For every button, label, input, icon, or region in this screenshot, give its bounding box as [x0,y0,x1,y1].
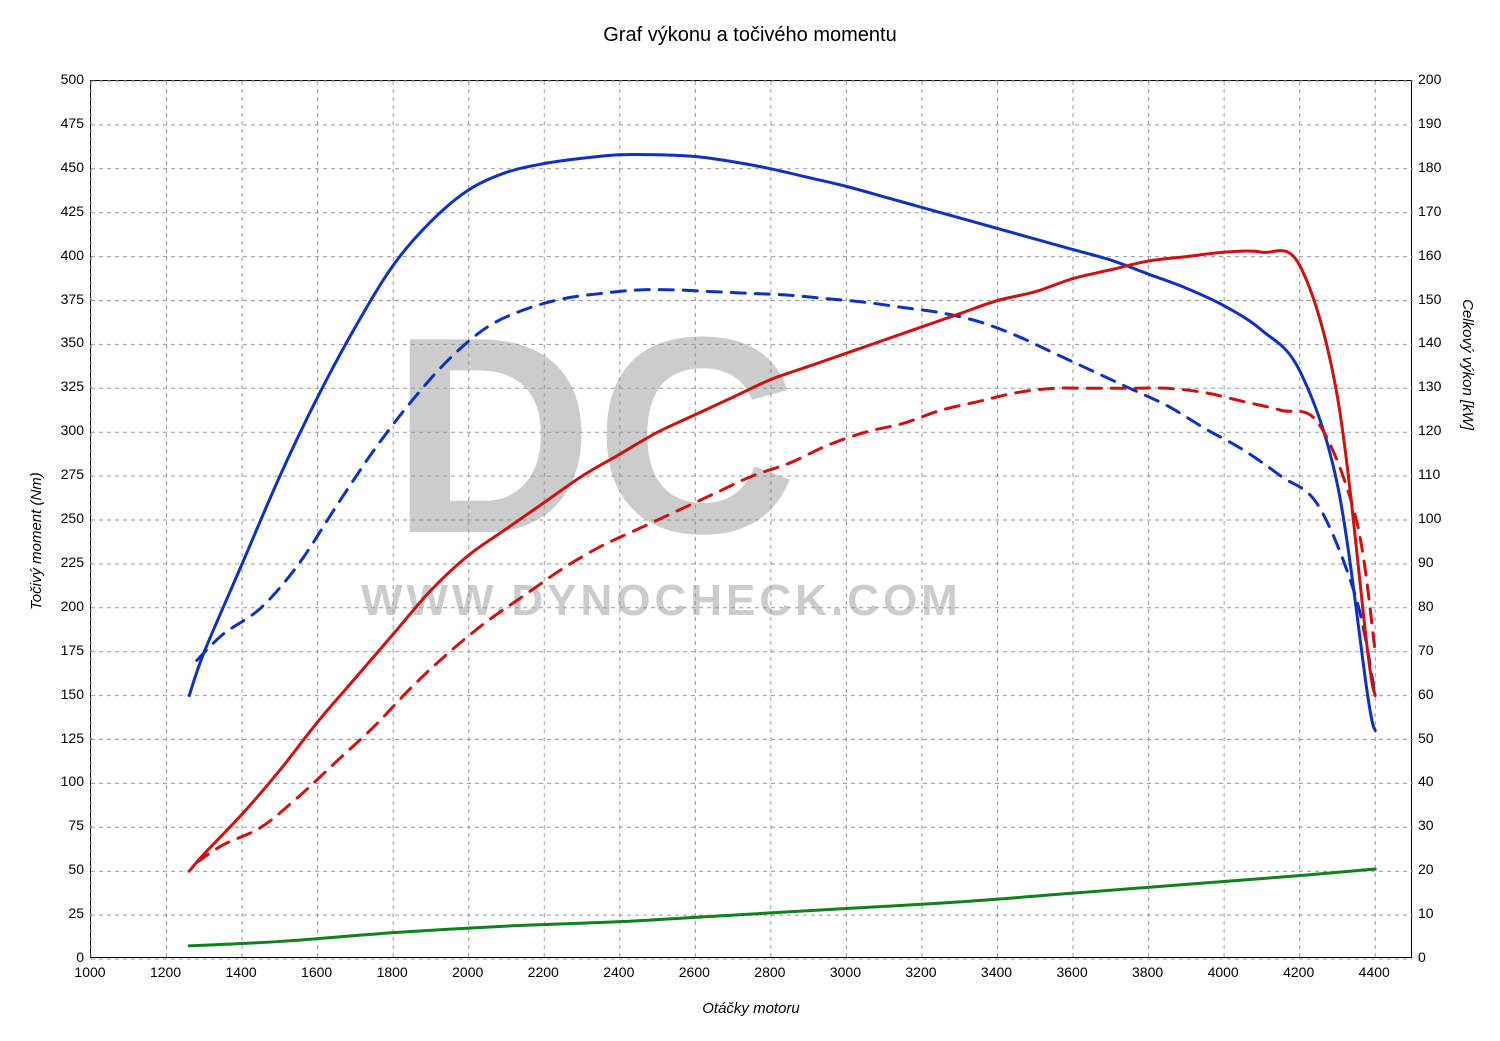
x-tick: 3600 [1054,964,1090,980]
y-left-tick: 25 [68,905,84,921]
y-left-tick: 125 [61,730,84,746]
y-right-tick: 100 [1418,510,1441,526]
y-right-tick: 170 [1418,203,1441,219]
x-tick: 2400 [601,964,637,980]
chart-title: Graf výkonu a točivého momentu [0,24,1500,47]
x-axis-label: Otáčky motoru [90,1000,1412,1017]
y-right-tick: 130 [1418,378,1441,394]
y-left-tick: 350 [61,334,84,350]
y-left-tick: 400 [61,247,84,263]
y-left-tick: 200 [61,598,84,614]
y-right-tick: 40 [1418,773,1434,789]
x-tick: 3000 [827,964,863,980]
x-tick: 1600 [299,964,335,980]
y-right-axis-label: Celkový výkon [kW] [1459,299,1476,430]
y-right-tick: 190 [1418,115,1441,131]
y-right-tick: 160 [1418,247,1441,263]
y-left-tick: 175 [61,642,84,658]
y-right-tick: 50 [1418,730,1434,746]
y-right-tick: 60 [1418,686,1434,702]
page: Graf výkonu a točivého momentu Točivý mo… [0,0,1500,1041]
y-left-tick: 500 [61,71,84,87]
y-right-tick: 30 [1418,817,1434,833]
y-left-tick: 250 [61,510,84,526]
x-tick: 4200 [1281,964,1317,980]
y-left-tick: 325 [61,378,84,394]
x-tick: 2200 [525,964,561,980]
y-right-tick: 90 [1418,554,1434,570]
x-tick: 1400 [223,964,259,980]
y-left-tick: 425 [61,203,84,219]
series-power_stock [197,388,1375,862]
y-right-tick: 140 [1418,334,1441,350]
x-tick: 2800 [752,964,788,980]
y-left-tick: 475 [61,115,84,131]
y-left-tick: 450 [61,159,84,175]
series-power_tuned [189,251,1375,872]
y-right-tick: 180 [1418,159,1441,175]
y-left-tick: 225 [61,554,84,570]
plot-area: DC WWW.DYNOCHECK.COM [90,80,1412,958]
series-torque_stock [197,290,1375,696]
y-left-tick: 375 [61,291,84,307]
y-right-tick: 10 [1418,905,1434,921]
x-tick: 1200 [148,964,184,980]
y-left-tick: 50 [68,861,84,877]
y-left-tick: 0 [76,949,84,965]
y-right-tick: 200 [1418,71,1441,87]
y-left-axis-label: Točivý moment (Nm) [28,472,45,610]
x-tick: 4400 [1356,964,1392,980]
y-left-tick: 100 [61,773,84,789]
plot-svg [91,81,1413,959]
x-tick: 3800 [1130,964,1166,980]
grid [91,81,1413,959]
x-tick: 2000 [450,964,486,980]
y-left-tick: 300 [61,422,84,438]
y-right-tick: 70 [1418,642,1434,658]
y-left-tick: 75 [68,817,84,833]
y-right-tick: 0 [1418,949,1426,965]
x-tick: 4000 [1205,964,1241,980]
y-right-tick: 80 [1418,598,1434,614]
y-left-tick: 275 [61,466,84,482]
y-right-tick: 120 [1418,422,1441,438]
x-tick: 2600 [676,964,712,980]
y-left-tick: 150 [61,686,84,702]
x-tick: 3400 [979,964,1015,980]
x-tick: 3200 [903,964,939,980]
y-right-tick: 150 [1418,291,1441,307]
y-right-tick: 110 [1418,466,1440,482]
x-tick: 1800 [374,964,410,980]
series-torque_tuned [189,154,1375,730]
series-loss_power [189,869,1375,946]
x-tick: 1000 [72,964,108,980]
y-right-tick: 20 [1418,861,1434,877]
